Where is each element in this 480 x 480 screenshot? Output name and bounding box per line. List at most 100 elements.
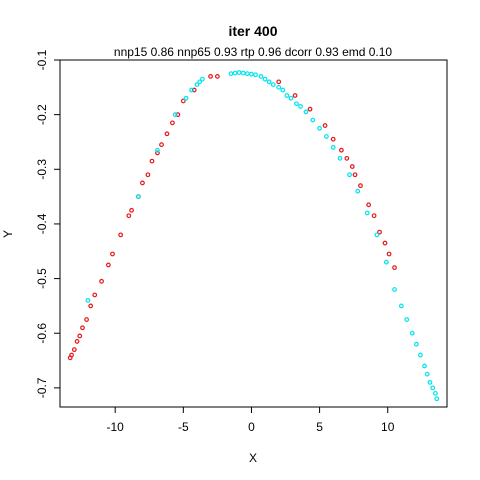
point-red	[344, 155, 350, 161]
point-cyan	[232, 70, 238, 76]
point-red	[371, 213, 377, 219]
point-cyan	[374, 232, 380, 238]
point-cyan	[189, 87, 194, 93]
chart-title: iter 400	[228, 23, 277, 39]
plot-frame	[59, 59, 448, 408]
data-points	[67, 70, 440, 402]
point-red	[170, 120, 175, 126]
point-red	[338, 147, 344, 153]
point-red	[214, 73, 220, 79]
point-red	[164, 131, 170, 137]
point-cyan	[310, 117, 316, 123]
point-red	[159, 142, 164, 148]
point-red	[74, 339, 80, 344]
x-axis-label: X	[249, 451, 257, 465]
point-cyan	[294, 101, 299, 107]
point-red	[84, 317, 89, 322]
point-cyan	[172, 112, 178, 118]
point-red	[276, 79, 282, 85]
point-red	[349, 164, 355, 169]
point-red	[330, 136, 336, 142]
point-cyan	[253, 72, 258, 78]
y-axis-label: Y	[1, 230, 15, 238]
point-cyan	[392, 287, 397, 292]
point-cyan	[244, 71, 250, 77]
point-red	[175, 112, 181, 118]
point-cyan	[183, 95, 189, 101]
y-tick-label: -0.5	[35, 268, 49, 289]
y-tick-label: -0.6	[35, 323, 49, 344]
point-cyan	[347, 172, 352, 178]
point-cyan	[258, 73, 264, 79]
point-red	[366, 202, 372, 208]
point-cyan	[280, 87, 286, 93]
point-red	[129, 207, 134, 213]
point-cyan	[155, 147, 160, 153]
point-red	[208, 73, 213, 79]
point-cyan	[135, 194, 141, 200]
point-cyan	[249, 71, 254, 77]
point-red	[377, 229, 382, 235]
point-red	[352, 172, 358, 178]
point-red	[392, 265, 397, 271]
point-cyan	[284, 93, 290, 98]
point-cyan	[424, 371, 430, 377]
point-cyan	[199, 76, 205, 82]
point-cyan	[409, 330, 415, 336]
point-cyan	[288, 95, 294, 101]
point-cyan	[303, 109, 309, 115]
y-tick-label: -0.2	[35, 104, 49, 125]
point-cyan	[236, 70, 242, 75]
point-cyan	[433, 390, 438, 396]
point-cyan	[355, 188, 361, 194]
point-red	[382, 240, 388, 246]
point-cyan	[398, 303, 404, 309]
y-tick-label: -0.4	[35, 213, 49, 234]
point-red	[105, 262, 111, 268]
point-cyan	[404, 317, 410, 322]
x-tick-label: 5	[316, 420, 323, 434]
point-red	[191, 87, 197, 93]
x-axis: -10 -5 0 5 10	[107, 406, 395, 434]
point-cyan	[434, 396, 440, 402]
point-cyan	[85, 298, 91, 303]
point-cyan	[266, 79, 272, 85]
x-tick-label: 10	[381, 420, 395, 434]
point-cyan	[270, 82, 276, 87]
point-cyan	[228, 71, 234, 77]
point-cyan	[317, 125, 322, 131]
point-red	[71, 347, 77, 353]
point-red	[180, 98, 186, 104]
point-red	[69, 352, 74, 358]
point-red	[386, 251, 392, 257]
point-cyan	[330, 145, 336, 150]
point-cyan	[324, 134, 329, 139]
y-tick-label: -0.3	[35, 159, 49, 180]
point-red	[88, 303, 94, 309]
point-red	[92, 292, 98, 298]
point-cyan	[197, 79, 203, 85]
point-cyan	[413, 341, 419, 347]
point-red	[77, 333, 83, 339]
point-cyan	[240, 70, 246, 76]
point-red	[118, 232, 124, 238]
point-red	[140, 180, 145, 186]
point-red	[110, 251, 115, 257]
point-cyan	[430, 385, 436, 391]
y-axis: -0.1 -0.2 -0.3 -0.4 -0.5 -0.6 -0.7	[35, 49, 61, 398]
point-red	[126, 213, 132, 219]
point-cyan	[194, 82, 200, 87]
point-cyan	[337, 155, 343, 161]
point-red	[307, 106, 313, 112]
chart-subtitle: nnp15 0.86 nnp65 0.93 rtp 0.96 dcorr 0.9…	[114, 45, 393, 59]
point-red	[145, 172, 151, 178]
y-tick-label: -0.1	[35, 49, 49, 70]
point-red	[99, 278, 104, 284]
point-red	[292, 93, 298, 98]
x-tick-label: 0	[248, 420, 255, 434]
point-cyan	[427, 380, 433, 385]
point-red	[149, 158, 155, 164]
point-red	[322, 123, 328, 128]
point-cyan	[262, 76, 268, 82]
